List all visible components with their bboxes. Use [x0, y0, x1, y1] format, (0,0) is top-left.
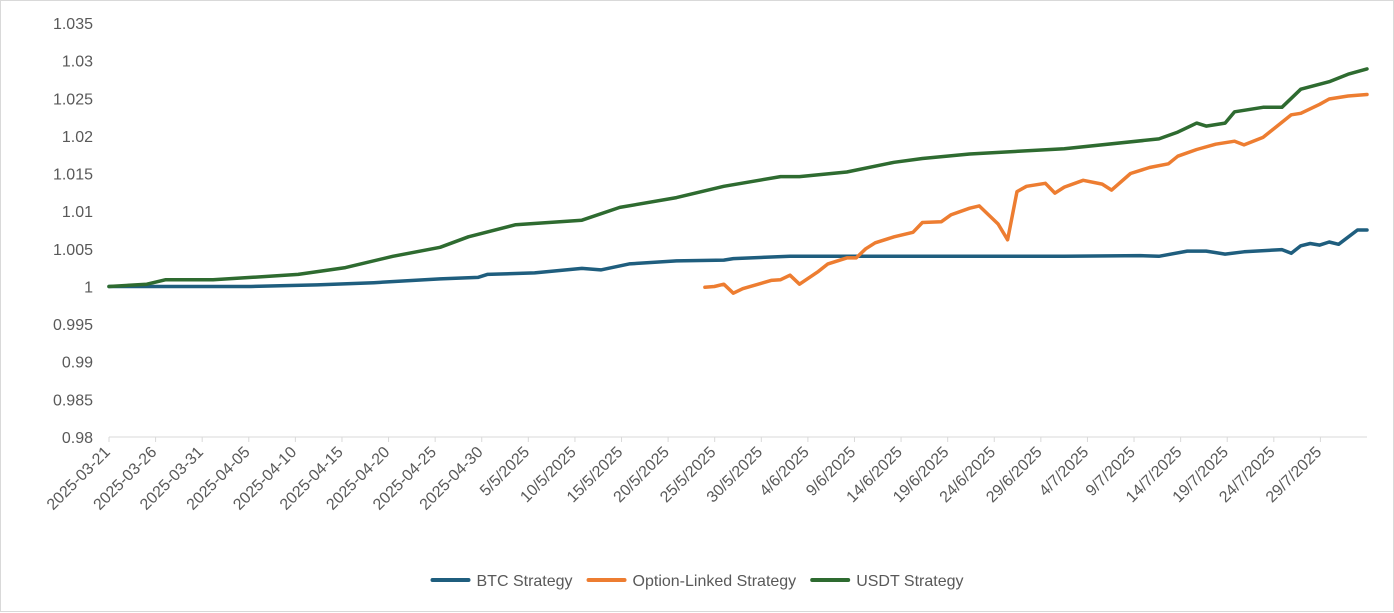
legend-label: Option-Linked Strategy: [633, 573, 797, 590]
y-tick-label: 1.005: [53, 242, 93, 259]
x-tick-label: 4/7/2025: [1036, 444, 1092, 500]
y-tick-label: 1.015: [53, 167, 93, 184]
series-line-3: [107, 67, 1369, 289]
y-tick-label: 0.985: [53, 392, 93, 409]
y-tick-label: 1.035: [53, 16, 93, 33]
series-line-1: [107, 228, 1369, 289]
y-tick-label: 0.995: [53, 317, 93, 334]
legend-label: BTC Strategy: [477, 573, 573, 590]
y-tick-label: 0.98: [62, 430, 93, 447]
y-tick-label: 1.03: [62, 54, 93, 71]
x-axis: 2025-03-212025-03-262025-03-312025-04-05…: [44, 436, 1367, 514]
x-tick-label: 4/6/2025: [757, 444, 813, 500]
series-lines: [107, 67, 1369, 295]
legend: BTC Strategy Option-Linked Strategy USDT S…: [430, 573, 963, 590]
y-tick-label: 1.025: [53, 91, 93, 108]
y-tick-label: 1: [84, 279, 93, 296]
y-axis-labels: 1.035 1.03 1.025 1.02 1.015 1.01 1.005 1 0.995 0.…: [53, 16, 93, 447]
legend-label: USDT Strategy: [856, 573, 963, 590]
y-tick-label: 0.99: [62, 355, 93, 372]
y-tick-label: 1.01: [62, 204, 93, 221]
y-tick-label: 1.02: [62, 129, 93, 146]
series-line-2: [703, 92, 1369, 295]
